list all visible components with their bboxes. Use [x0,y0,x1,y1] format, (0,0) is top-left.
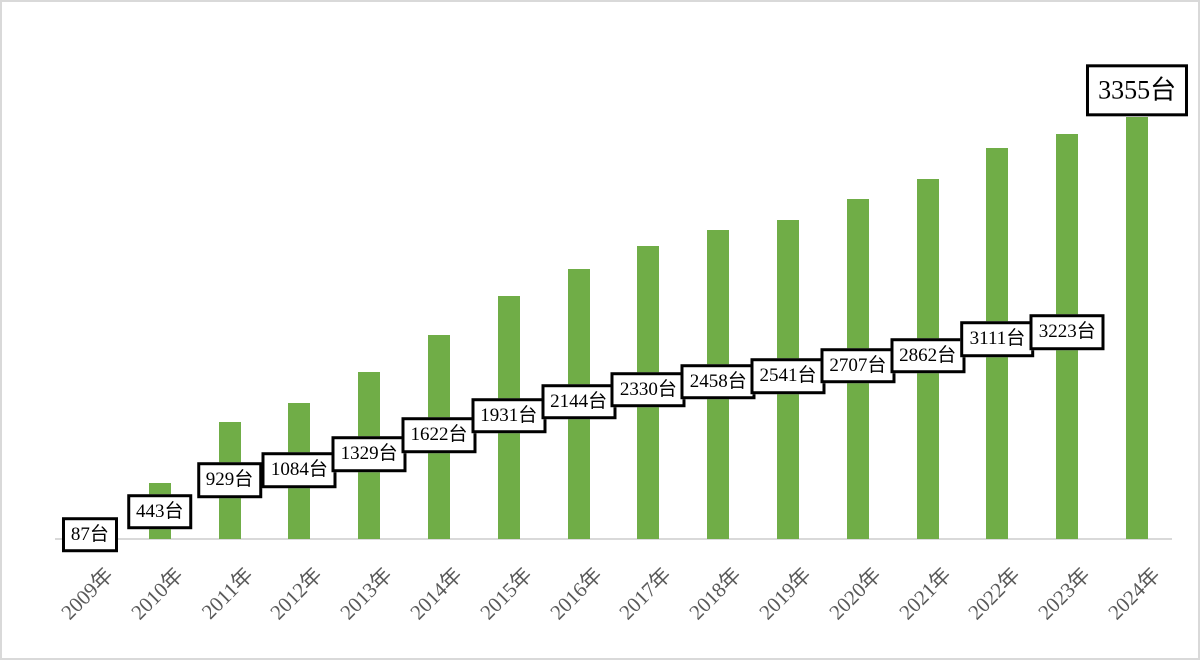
data-label-2023年: 3223台 [1029,314,1105,350]
data-label-2014年: 1622台 [401,417,477,454]
data-label-2011年: 929台 [196,462,263,498]
data-label-2017年: 2330台 [610,372,686,408]
data-label-2012年: 1084台 [261,452,337,488]
data-label-2015年: 1931台 [471,397,547,434]
data-label-2010年: 443台 [126,493,193,530]
x-tick-label-2010年: 2010年 [125,562,188,625]
bar-2024年 [1126,117,1149,539]
x-tick-label-2024年: 2024年 [1103,562,1165,625]
x-tick-label-2009年: 2009年 [56,562,118,625]
x-tick-label-2021年: 2021年 [893,562,956,625]
x-tick-label-2023年: 2023年 [1033,562,1096,625]
data-label-2024年: 3355台 [1086,64,1189,117]
x-axis-line [55,538,1172,540]
data-label-2022年: 3111台 [960,321,1035,358]
x-tick-label-2011年: 2011年 [196,562,258,624]
x-tick-label-2019年: 2019年 [754,562,816,625]
x-tick-label-2018年: 2018年 [684,562,747,625]
x-tick-label-2017年: 2017年 [614,562,677,625]
data-label-2019年: 2541台 [750,358,826,394]
data-label-2009年: 87台 [61,516,118,553]
x-tick-label-2016年: 2016年 [544,562,607,625]
data-label-2013年: 1329台 [331,436,407,473]
data-label-2018年: 2458台 [680,363,756,400]
x-tick-label-2020年: 2020年 [824,562,886,625]
x-tick-label-2015年: 2015年 [475,562,537,625]
x-tick-label-2012年: 2012年 [265,562,328,625]
x-tick-label-2022年: 2022年 [963,562,1026,625]
data-label-2016年: 2144台 [541,384,617,420]
data-label-2020年: 2707台 [820,347,896,384]
x-tick-label-2014年: 2014年 [405,562,467,625]
data-label-2021年: 2862台 [890,337,966,374]
x-tick-label-2013年: 2013年 [335,562,397,625]
